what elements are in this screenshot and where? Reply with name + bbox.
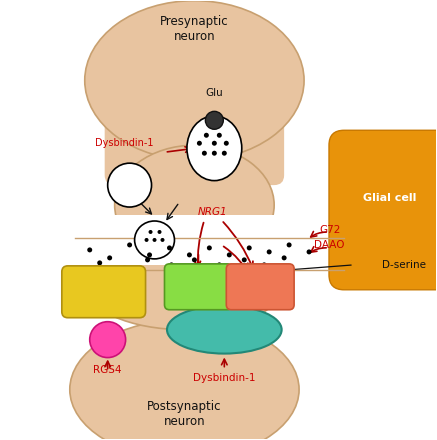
Circle shape [153, 238, 156, 242]
Circle shape [204, 133, 209, 138]
Circle shape [127, 242, 132, 247]
Circle shape [169, 262, 174, 268]
Circle shape [224, 141, 229, 146]
Circle shape [217, 133, 222, 138]
Ellipse shape [135, 221, 174, 259]
Circle shape [87, 247, 92, 253]
Circle shape [157, 230, 162, 234]
Text: G72: G72 [319, 225, 340, 235]
Circle shape [202, 151, 207, 156]
Circle shape [122, 265, 127, 270]
Text: Presynaptic
neuron: Presynaptic neuron [160, 15, 229, 43]
Circle shape [212, 141, 217, 146]
Circle shape [247, 246, 252, 250]
Text: Glu: Glu [205, 88, 223, 99]
Ellipse shape [85, 240, 284, 330]
Circle shape [147, 253, 152, 257]
Text: Dysbindin-1: Dysbindin-1 [193, 373, 256, 382]
Ellipse shape [70, 320, 299, 440]
Circle shape [160, 238, 164, 242]
Text: Glial cell: Glial cell [363, 193, 416, 203]
Circle shape [207, 246, 212, 250]
Circle shape [107, 255, 112, 260]
Circle shape [97, 260, 102, 265]
FancyBboxPatch shape [105, 115, 284, 185]
FancyBboxPatch shape [226, 264, 294, 310]
FancyBboxPatch shape [62, 266, 146, 318]
Circle shape [262, 262, 267, 268]
Circle shape [287, 242, 291, 247]
Circle shape [212, 151, 217, 156]
Text: RGS4: RGS4 [94, 365, 122, 374]
Ellipse shape [114, 145, 274, 265]
Circle shape [108, 163, 152, 207]
Text: DAAO: DAAO [314, 240, 344, 250]
Text: Dysbindin-1: Dysbindin-1 [95, 138, 154, 148]
Text: PSD: PSD [210, 323, 239, 336]
Circle shape [267, 249, 272, 254]
Ellipse shape [205, 111, 223, 129]
Circle shape [217, 262, 222, 268]
Text: Gq: Gq [100, 335, 116, 345]
Circle shape [222, 151, 227, 156]
Circle shape [192, 257, 197, 262]
Circle shape [307, 249, 312, 254]
Circle shape [145, 238, 149, 242]
Circle shape [167, 246, 172, 250]
Text: ErbB4: ErbB4 [181, 285, 216, 295]
Circle shape [149, 230, 153, 234]
FancyBboxPatch shape [164, 264, 232, 310]
Text: NMDAR: NMDAR [238, 285, 282, 295]
Circle shape [281, 255, 287, 260]
Ellipse shape [167, 306, 281, 354]
Text: Glu: Glu [121, 180, 139, 190]
Text: mGluR5: mGluR5 [81, 290, 126, 300]
Ellipse shape [187, 116, 242, 180]
Circle shape [227, 253, 232, 257]
Circle shape [145, 257, 150, 262]
Text: NRG1: NRG1 [198, 207, 227, 217]
Circle shape [90, 322, 125, 358]
Text: D-serine: D-serine [382, 260, 426, 270]
Ellipse shape [85, 1, 304, 160]
FancyBboxPatch shape [329, 130, 437, 290]
Circle shape [187, 253, 192, 257]
Circle shape [197, 141, 202, 146]
Text: Postsynaptic
neuron: Postsynaptic neuron [147, 400, 222, 429]
Circle shape [242, 257, 247, 262]
Bar [70, 215, 339, 265]
